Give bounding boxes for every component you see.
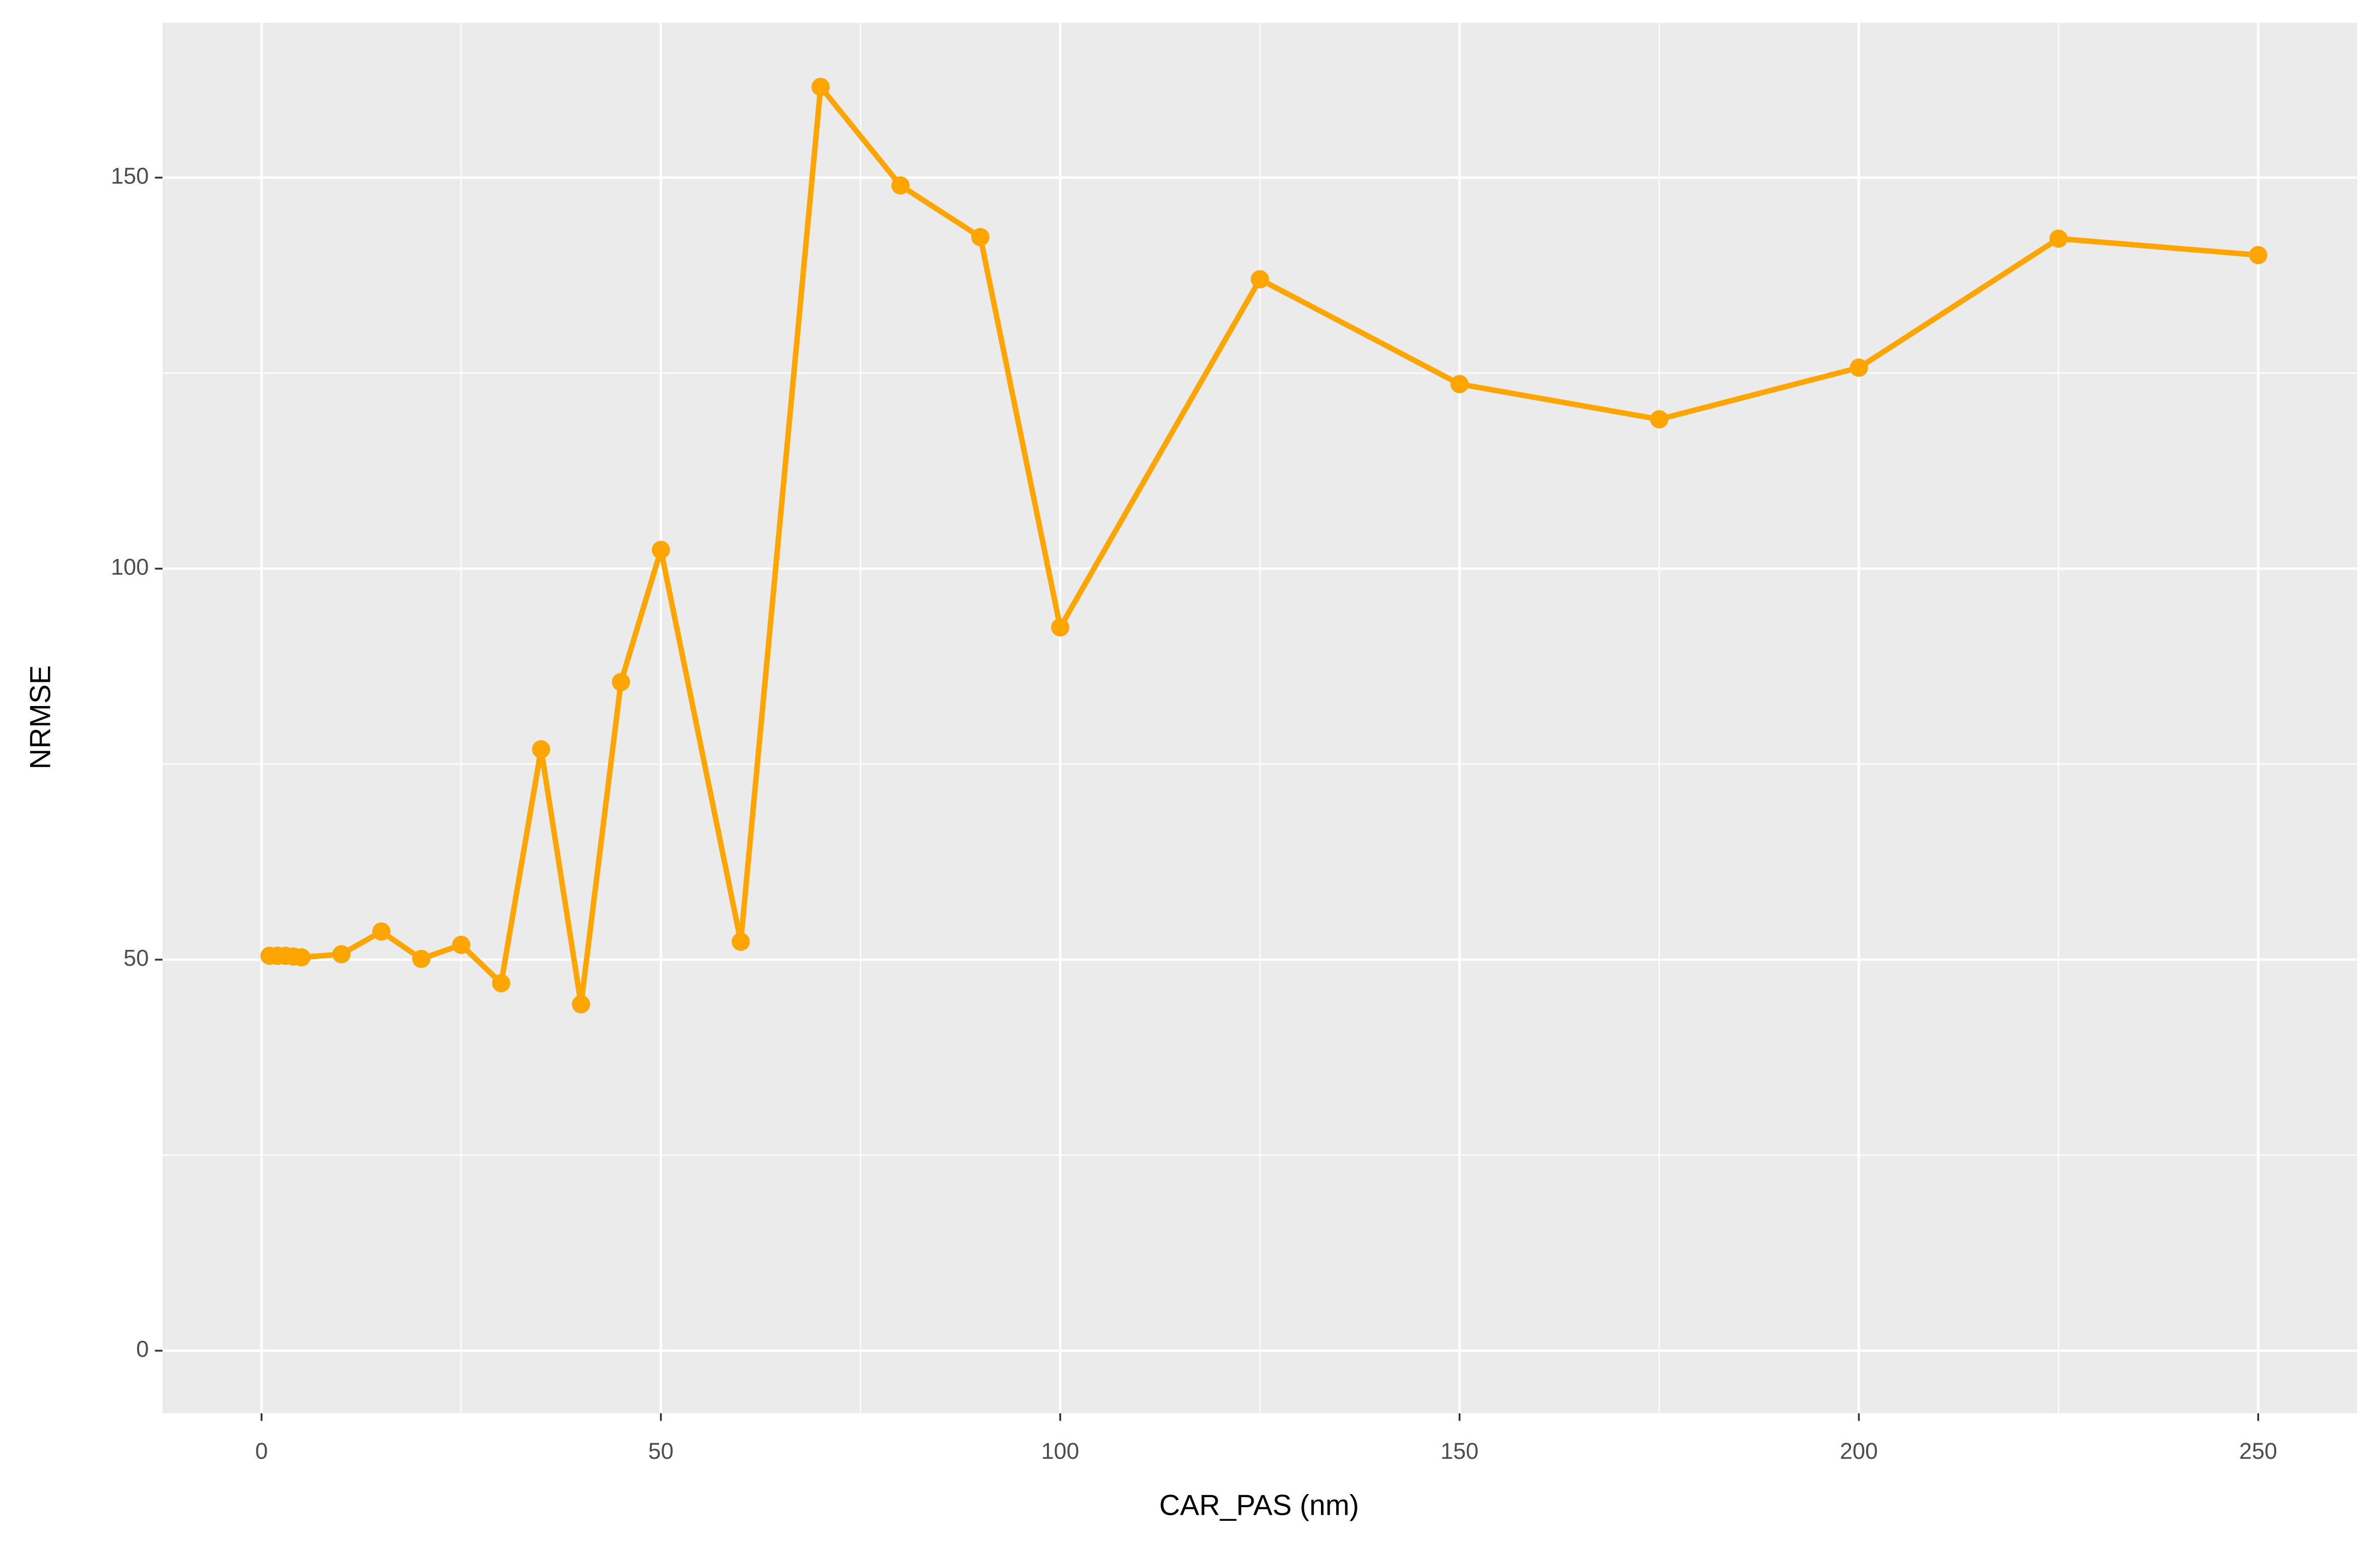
- data-point: [612, 673, 630, 691]
- y-axis-title: NRMSE: [25, 665, 57, 769]
- x-tick-label: 0: [255, 1438, 268, 1464]
- data-point: [2249, 246, 2268, 265]
- data-point: [292, 948, 311, 966]
- data-point: [891, 176, 910, 195]
- data-point: [1250, 270, 1269, 289]
- x-axis-title: CAR_PAS (nm): [1159, 1490, 1359, 1522]
- data-point: [1051, 618, 1070, 636]
- data-point: [332, 945, 351, 963]
- y-tick-label: 150: [111, 163, 149, 188]
- y-tick-label: 0: [136, 1336, 149, 1362]
- x-tick-label: 50: [648, 1438, 674, 1464]
- y-tick-label: 100: [111, 554, 149, 579]
- data-point: [811, 78, 830, 96]
- data-point: [971, 228, 989, 246]
- data-point: [412, 949, 431, 969]
- y-tick-label: 50: [123, 945, 149, 971]
- data-point: [2049, 229, 2068, 248]
- data-point: [651, 541, 670, 559]
- data-point: [372, 922, 391, 941]
- data-point: [452, 935, 471, 954]
- data-point: [492, 974, 510, 993]
- data-point: [572, 995, 590, 1014]
- data-point: [1849, 358, 1868, 377]
- data-point: [1450, 375, 1469, 394]
- x-tick-label: 100: [1041, 1438, 1079, 1464]
- x-tick-label: 250: [2239, 1438, 2277, 1464]
- x-tick-label: 200: [1840, 1438, 1878, 1464]
- data-point: [732, 932, 750, 951]
- data-point: [1650, 410, 1669, 429]
- x-tick-label: 150: [1440, 1438, 1478, 1464]
- data-point: [532, 740, 551, 759]
